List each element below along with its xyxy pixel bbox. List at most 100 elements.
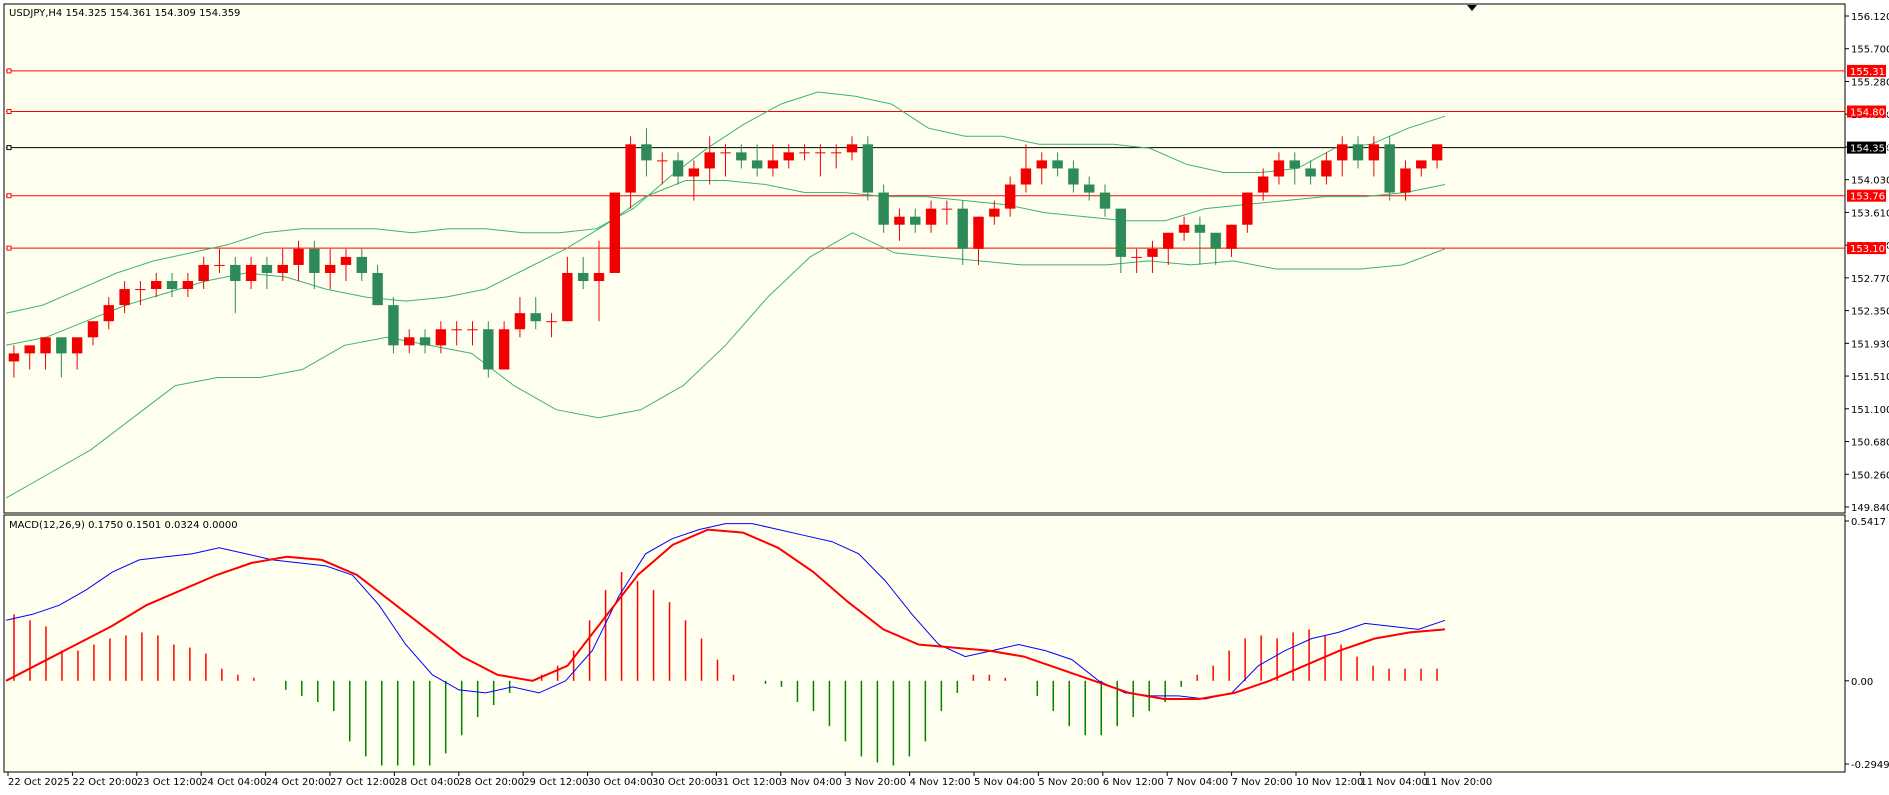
candlesticks	[8, 128, 1443, 378]
price-tick-label: 150.680	[1851, 438, 1889, 449]
time-tick-label: 30 Oct 04:00	[588, 777, 653, 788]
macd-signal-line	[5, 528, 1446, 700]
candle-body	[166, 281, 178, 290]
candle-body	[309, 248, 320, 273]
time-tick-label: 24 Oct 04:00	[201, 777, 266, 788]
bollinger-upper	[5, 91, 1446, 314]
candle-body	[435, 329, 447, 346]
candle-body	[324, 264, 336, 273]
candle-body	[404, 337, 415, 346]
bollinger-lower	[5, 232, 1446, 499]
candle-body	[71, 337, 83, 354]
candle-body	[245, 264, 257, 282]
candle-body	[87, 321, 99, 338]
time-tick-label: 3 Nov 04:00	[781, 777, 842, 788]
candle-body	[704, 152, 715, 169]
candle-body	[1336, 144, 1348, 161]
time-tick-label: 23 Oct 12:00	[137, 777, 202, 788]
price-tick-label: 153.610	[1851, 208, 1889, 219]
time-tick-label: 6 Nov 12:00	[1103, 777, 1164, 788]
candle-body	[530, 313, 541, 322]
level-anchor-icon	[6, 145, 12, 151]
candle-body	[1210, 232, 1221, 249]
candle-body	[103, 305, 115, 322]
price-tick-label: 151.930	[1851, 339, 1889, 350]
time-tick-label: 27 Oct 12:00	[330, 777, 395, 788]
candle-body	[1115, 208, 1127, 257]
time-axis: 22 Oct 2025 22 Oct 20:00 23 Oct 12:00 24 Oc…	[7, 772, 1492, 788]
candle-body	[1036, 160, 1047, 169]
price-tick-label: 155.700	[1851, 45, 1889, 56]
candle-body	[767, 160, 779, 169]
macd-axis: 0.5417 0.00 -0.2949	[1845, 517, 1889, 771]
candle-body	[957, 208, 968, 249]
candle-body	[593, 272, 605, 282]
macd-tick-label: 0.00	[1851, 677, 1873, 688]
candle-body	[483, 329, 494, 370]
level-price-tag	[1847, 189, 1886, 202]
price-tick-label: 152.350	[1851, 307, 1889, 318]
candle-body	[388, 305, 399, 346]
candle-body	[815, 152, 826, 154]
time-tick-label: 3 Nov 20:00	[845, 777, 906, 788]
candle-body	[1352, 144, 1364, 161]
candle-body	[467, 329, 478, 331]
candle-body	[1131, 256, 1142, 258]
macd-main-line	[5, 523, 1446, 700]
price-tick-label: 156.120	[1851, 12, 1889, 23]
level-price-label: 153.109	[1850, 244, 1889, 255]
candle-body	[1416, 160, 1427, 169]
price-tick-label: 151.510	[1851, 372, 1889, 383]
price-pane[interactable]	[3, 3, 1846, 514]
time-tick-label: 22 Oct 20:00	[72, 777, 137, 788]
price-tick-label: 151.100	[1851, 405, 1889, 416]
price-tick-label: 154.030	[1851, 176, 1889, 187]
candle-body	[941, 208, 953, 210]
candle-body	[1400, 168, 1411, 193]
candle-body	[1368, 144, 1380, 161]
time-tick-label: 4 Nov 12:00	[910, 777, 971, 788]
macd-pane[interactable]	[3, 514, 1846, 773]
candle-body	[925, 208, 937, 225]
time-tick-label: 28 Oct 20:00	[459, 777, 524, 788]
candle-body	[151, 281, 162, 290]
candle-body	[214, 264, 225, 266]
candle-body	[1052, 160, 1063, 169]
candle-body	[1178, 224, 1190, 233]
candle-body	[277, 264, 288, 273]
candle-body	[878, 192, 889, 225]
candle-body	[799, 152, 810, 154]
level-anchor-icon	[6, 68, 12, 74]
macd-info: MACD(12,26,9) 0.1750 0.1501 0.0324 0.000…	[9, 520, 238, 531]
candle-body	[419, 337, 431, 346]
candle-body	[672, 160, 684, 177]
macd-lines	[5, 523, 1446, 700]
candle-body	[577, 272, 589, 282]
candle-body	[657, 160, 668, 162]
candle-body	[609, 192, 621, 273]
time-tick-label: 10 Nov 12:00	[1296, 777, 1363, 788]
candle-body	[514, 313, 526, 330]
symbol-info: USDJPY,H4 154.325 154.361 154.309 154.35…	[9, 8, 240, 19]
candle-body	[1163, 232, 1174, 249]
candle-body	[451, 329, 462, 331]
shift-marker-icon[interactable]	[1467, 5, 1477, 11]
candle-body	[1305, 168, 1316, 177]
level-price-label: 155.313	[1850, 67, 1889, 78]
price-tick-label: 149.840	[1851, 503, 1889, 514]
candle-body	[546, 321, 557, 323]
candle-body	[1321, 160, 1332, 177]
price-tick-label: 150.260	[1851, 470, 1889, 481]
candle-body	[24, 345, 35, 354]
time-tick-label: 5 Nov 04:00	[974, 777, 1035, 788]
candle-body	[119, 289, 130, 306]
candle-body	[1289, 160, 1300, 169]
time-tick-label: 7 Nov 20:00	[1232, 777, 1293, 788]
candle-body	[1242, 192, 1253, 225]
candle-body	[40, 337, 51, 354]
candle-body	[498, 329, 510, 370]
time-tick-label: 29 Oct 12:00	[523, 777, 588, 788]
level-price-tag	[1847, 141, 1886, 154]
